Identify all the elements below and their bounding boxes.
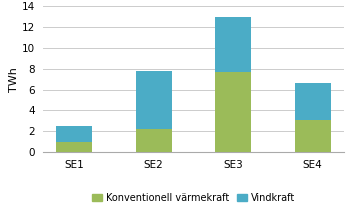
- Bar: [295, 120, 331, 152]
- Bar: [295, 83, 331, 120]
- Bar: [56, 142, 92, 152]
- Bar: [215, 72, 251, 152]
- Bar: [56, 126, 92, 142]
- Bar: [215, 17, 251, 72]
- Bar: [136, 129, 171, 152]
- Y-axis label: TWh: TWh: [9, 67, 19, 92]
- Legend: Konventionell värmekraft, Vindkraft: Konventionell värmekraft, Vindkraft: [88, 189, 299, 207]
- Bar: [136, 71, 171, 129]
